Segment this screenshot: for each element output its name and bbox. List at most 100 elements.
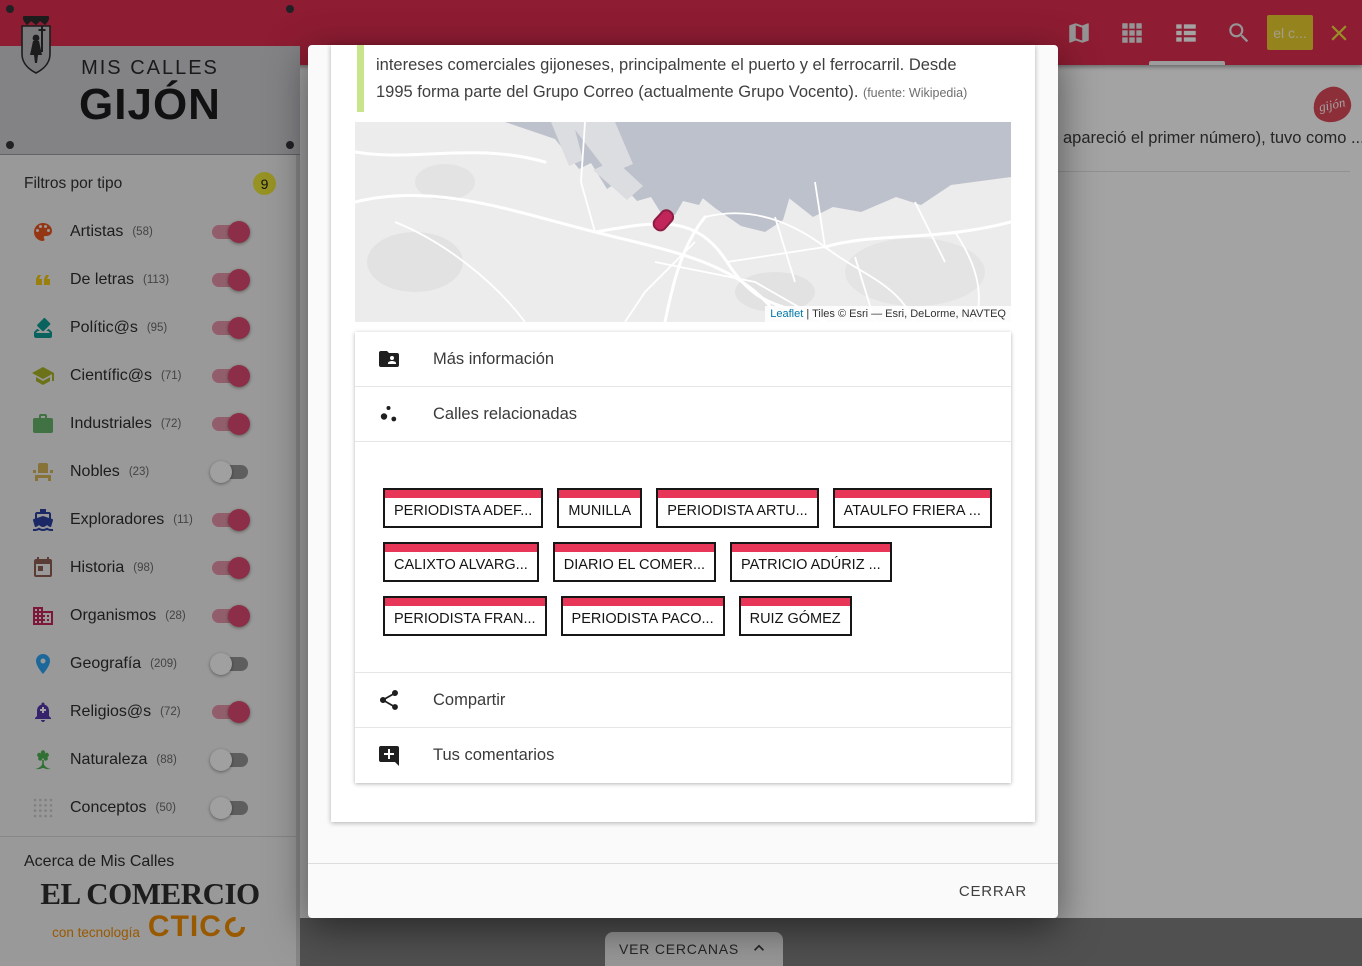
comments-row[interactable]: Tus comentarios [355,728,1011,784]
filter-toggle[interactable] [210,556,250,580]
ctic-swirl-icon [224,917,245,937]
share-row[interactable]: Compartir [355,673,1011,729]
chip-row: CALIXTO ALVARG... DIARIO EL COMER... PAT… [383,542,983,583]
filter-item-geografia[interactable]: Geografía (209) [0,640,300,688]
related-street-chip[interactable]: DIARIO EL COMER... [552,542,717,583]
description-text: intereses comerciales gijoneses, princip… [376,56,957,102]
filter-label: Industriales [70,415,152,432]
filter-item-organismos[interactable]: Organismos (28) [0,592,300,640]
filter-toggle[interactable] [210,220,250,244]
filter-count: (98) [133,562,154,574]
filter-item-politicos[interactable]: Polític@s (95) [0,304,300,352]
chip-red-band [385,598,545,607]
el-comercio-logo: EL COMERCIO [40,876,260,911]
screw-icon [6,5,14,13]
filter-label: De letras [70,271,135,288]
dots-grid-icon [31,796,55,820]
filter-label: Geografía [70,655,142,672]
bottom-sheet-strip [300,918,1362,966]
share-icon [377,688,401,712]
filter-item-historia[interactable]: Historia (98) [0,544,300,592]
filter-item-artistas[interactable]: Artistas (58) [0,208,300,256]
chip-red-band [658,490,817,499]
filter-count: (72) [160,418,182,430]
active-tab-indicator [1149,61,1225,65]
more-info-row[interactable]: Más información [355,332,1011,388]
filter-label: Religios@s [70,703,152,720]
filter-item-cientificos[interactable]: Científic@s (71) [0,352,300,400]
ballot-icon [31,316,55,340]
filter-toggle[interactable] [210,460,250,484]
filter-toggle[interactable] [210,700,250,724]
filter-toggle[interactable] [210,748,250,772]
grid-view-button[interactable] [1119,19,1147,47]
sidebar-divider [0,836,300,837]
ver-cercanas-label: VER CERCANAS [618,941,740,957]
close-icon [1326,20,1354,46]
street-list-snippet: apareció el primer número), tuvo como ..… [1063,129,1362,147]
filter-toggle[interactable] [210,268,250,292]
quotes-icon [31,268,55,292]
active-filters-badge: 9 [253,172,276,195]
filter-list: Artistas (58) De letras (113) Polític@s … [0,208,300,832]
filter-toggle[interactable] [210,652,250,676]
filter-label: Científic@s [70,367,153,384]
related-street-chip[interactable]: PERIODISTA FRAN... [383,596,547,637]
map-view-button[interactable] [1066,19,1094,47]
add-comment-icon [377,744,401,768]
filter-item-religiosos[interactable]: Religios@s (72) [0,688,300,736]
filter-item-de-letras[interactable]: De letras (113) [0,256,300,304]
filter-label: Historia [70,559,125,576]
related-street-chip[interactable]: PERIODISTA ARTU... [656,488,819,529]
related-streets-panel: PERIODISTA ADEF... MUNILLA PERIODISTA AR… [355,442,1011,674]
filter-item-industriales[interactable]: Industriales (72) [0,400,300,448]
related-street-chip[interactable]: PERIODISTA ADEF... [383,488,544,529]
related-street-chip[interactable]: PATRICIO ADÚRIZ ... [730,542,892,583]
related-streets-row[interactable]: Calles relacionadas [355,387,1011,443]
bubble-chart-icon [377,402,401,426]
filter-toggle[interactable] [210,508,250,532]
filter-toggle[interactable] [210,604,250,628]
filter-toggle[interactable] [210,796,250,820]
folder-person-icon [377,347,401,371]
screw-icon [286,141,294,149]
screw-icon [6,141,14,149]
search-button[interactable] [1226,19,1254,47]
filter-label: Nobles [70,463,120,480]
map-pin-icon [31,652,55,676]
filter-toggle[interactable] [210,412,250,436]
close-search-button[interactable] [1326,19,1354,47]
search-term-chip[interactable]: el c... [1267,15,1313,50]
related-street-chip[interactable]: PERIODISTA PACO... [560,596,725,637]
related-street-chip[interactable]: CALIXTO ALVARG... [383,542,539,583]
related-streets-label: Calles relacionadas [433,404,577,423]
dialog-footer: CERRAR [308,863,1058,918]
screw-icon [286,5,294,13]
about-link[interactable]: Acerca de Mis Calles [24,853,175,870]
list-view-button[interactable] [1173,19,1201,47]
filter-toggle[interactable] [210,316,250,340]
filter-item-naturaleza[interactable]: Naturaleza (88) [0,736,300,784]
filter-toggle[interactable] [210,364,250,388]
related-street-chip[interactable]: ATAULFO FRIERA ... [832,488,992,529]
filter-label: Exploradores [70,511,165,528]
filter-item-conceptos[interactable]: Conceptos (50) [0,784,300,832]
leaflet-link[interactable]: Leaflet [770,308,804,321]
filter-count: (88) [156,754,177,766]
related-street-chip[interactable]: RUIZ GÓMEZ [738,596,852,637]
filter-count: (113) [143,274,170,286]
filter-item-nobles[interactable]: Nobles (23) [0,448,300,496]
filter-count: (28) [165,610,186,622]
related-street-chip[interactable]: MUNILLA [557,488,643,529]
chip-red-band [559,490,641,499]
filter-label: Naturaleza [70,751,148,768]
filter-item-exploradores[interactable]: Exploradores (11) [0,496,300,544]
building-icon [31,604,55,628]
street-detail-card: intereses comerciales gijoneses, princip… [331,45,1035,822]
cerrar-button[interactable]: CERRAR [949,875,1037,908]
chip-red-band [385,490,542,499]
street-map[interactable]: Leaflet | Tiles © Esri — Esri, DeLorme, … [355,122,1011,323]
share-label: Compartir [433,690,506,709]
ver-cercanas-button[interactable]: VER CERCANAS [605,932,783,966]
